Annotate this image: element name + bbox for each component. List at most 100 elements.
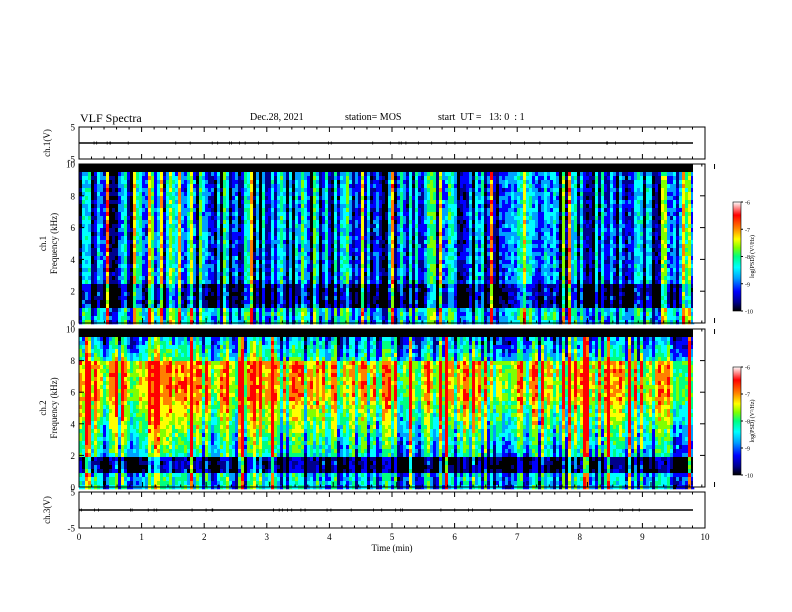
ch1-spec-cell bbox=[430, 200, 434, 205]
ch1-spec-cell bbox=[346, 268, 350, 273]
ch1-spec-cell bbox=[160, 200, 164, 205]
ch1-spec-cell bbox=[214, 260, 218, 265]
ch1-spec-cell bbox=[124, 236, 128, 241]
ch1-spec-cell bbox=[439, 224, 443, 229]
ch1-spec-cell bbox=[328, 184, 332, 189]
ch1-spec-cell bbox=[256, 280, 260, 285]
ch1-spec-cell bbox=[247, 196, 251, 201]
ch1-spec-cell bbox=[277, 248, 281, 253]
ch1-spec-cell bbox=[205, 248, 209, 253]
ch1-spec-cell bbox=[211, 296, 215, 301]
ch1-spec-cell bbox=[397, 308, 401, 313]
ch1-spec-cell bbox=[334, 220, 338, 225]
ch1-spec-cell bbox=[388, 200, 392, 205]
ch1-spec-cell bbox=[229, 296, 233, 301]
ch1-spec-cell bbox=[271, 288, 275, 293]
ch1-spec-cell bbox=[232, 300, 236, 305]
ch1-spec-cell bbox=[121, 312, 125, 317]
ch1-spec-cell bbox=[88, 264, 92, 269]
ch1-spec-cell bbox=[343, 184, 347, 189]
ch1-spec-cell bbox=[271, 296, 275, 301]
ch1-spec-cell bbox=[208, 184, 212, 189]
ch1-spec-cell bbox=[139, 308, 143, 313]
ch1-spec-cell bbox=[427, 320, 431, 325]
ch1-spec-cell bbox=[226, 292, 230, 297]
ch1-spec-cell bbox=[181, 168, 185, 173]
ch1-spec-cell bbox=[91, 228, 95, 233]
ch1-spec-cell bbox=[154, 232, 158, 237]
ch1-spec-cell bbox=[412, 188, 416, 193]
ch1-spec-cell bbox=[91, 196, 95, 201]
ch1-spec-cell bbox=[406, 184, 410, 189]
ch1-spec-cell bbox=[415, 252, 419, 257]
ch1-spec-cell bbox=[430, 216, 434, 221]
ch1-spec-cell bbox=[97, 184, 101, 189]
ch1-spec-cell bbox=[316, 292, 320, 297]
ch1-spec-cell bbox=[322, 300, 326, 305]
ch1-spec-cell bbox=[187, 252, 191, 257]
ch1-spec-cell bbox=[190, 168, 194, 173]
ch1-spec-cell bbox=[241, 268, 245, 273]
ch1-spec-cell bbox=[217, 256, 221, 261]
ch1-spec-cell bbox=[259, 268, 263, 273]
ch1-spec-cell bbox=[160, 236, 164, 241]
ch1-spec-cell bbox=[109, 288, 113, 293]
ch1-spec-cell bbox=[256, 212, 260, 217]
ch1-spec-cell bbox=[295, 196, 299, 201]
ch1-spec-cell bbox=[202, 184, 206, 189]
ch1-spec-cell bbox=[385, 188, 389, 193]
ch1-spec-cell bbox=[364, 260, 368, 265]
ch1-spec-cell bbox=[382, 288, 386, 293]
ch1-spec-cell bbox=[103, 316, 107, 321]
ch1-spec-cell bbox=[154, 240, 158, 245]
ch1-spec-cell bbox=[340, 236, 344, 241]
ch1-spec-cell bbox=[244, 180, 248, 185]
ch1-spec-cell bbox=[118, 276, 122, 281]
ch1-spec-cell bbox=[406, 288, 410, 293]
ch1-spec-cell bbox=[154, 248, 158, 253]
ch1-spec-cell bbox=[274, 308, 278, 313]
ch1-spec-cell bbox=[226, 272, 230, 277]
ch1-spec-cell bbox=[133, 180, 137, 185]
ch1-spec-cell bbox=[430, 168, 434, 173]
ch1-spec-cell bbox=[142, 176, 146, 181]
ch1-spec-cell bbox=[220, 220, 224, 225]
ch1-spec-cell bbox=[250, 244, 254, 249]
ch1-spec-cell bbox=[196, 288, 200, 293]
ch1-spec-cell bbox=[358, 272, 362, 277]
ch1-spec-cell bbox=[148, 228, 152, 233]
ch1-spec-cell bbox=[364, 164, 368, 169]
ch1-spec-cell bbox=[343, 288, 347, 293]
ch1-spec-cell bbox=[220, 236, 224, 241]
ch1-spec-cell bbox=[217, 268, 221, 273]
ch1-spec-cell bbox=[187, 176, 191, 181]
ch1-spec-cell bbox=[268, 312, 272, 317]
ch1-spec-cell bbox=[169, 244, 173, 249]
ch1-spec-cell bbox=[385, 180, 389, 185]
ch1-spec-cell bbox=[112, 164, 116, 169]
ch1-spec-cell bbox=[400, 200, 404, 205]
ch1-spec-cell bbox=[151, 264, 155, 269]
ch1-spec-cell bbox=[217, 192, 221, 197]
ch1-spec-cell bbox=[271, 184, 275, 189]
ch1-spec-cell bbox=[418, 180, 422, 185]
ch1-spec-cell bbox=[391, 256, 395, 261]
ch1-spec-cell bbox=[406, 276, 410, 281]
ch1-spec-cell bbox=[448, 296, 452, 301]
ch1-spec-cell bbox=[298, 204, 302, 209]
ch1-spec-cell bbox=[229, 212, 233, 217]
ch1-spec-cell bbox=[91, 312, 95, 317]
ch1-spec-cell bbox=[208, 288, 212, 293]
ch1-spec-cell bbox=[277, 236, 281, 241]
ch1-spec-cell bbox=[304, 304, 308, 309]
ch1-spec-cell bbox=[319, 248, 323, 253]
ch1-spec-cell bbox=[187, 180, 191, 185]
ch1-spec-cell bbox=[244, 220, 248, 225]
ch1-spec-cell bbox=[361, 224, 365, 229]
ch1-spec-cell bbox=[175, 176, 179, 181]
ch1-spec-cell bbox=[313, 168, 317, 173]
ch1-spec-cell bbox=[421, 300, 425, 305]
ch1-spec-cell bbox=[415, 256, 419, 261]
ch1-spec-cell bbox=[328, 256, 332, 261]
ch1-spec-cell bbox=[253, 284, 257, 289]
